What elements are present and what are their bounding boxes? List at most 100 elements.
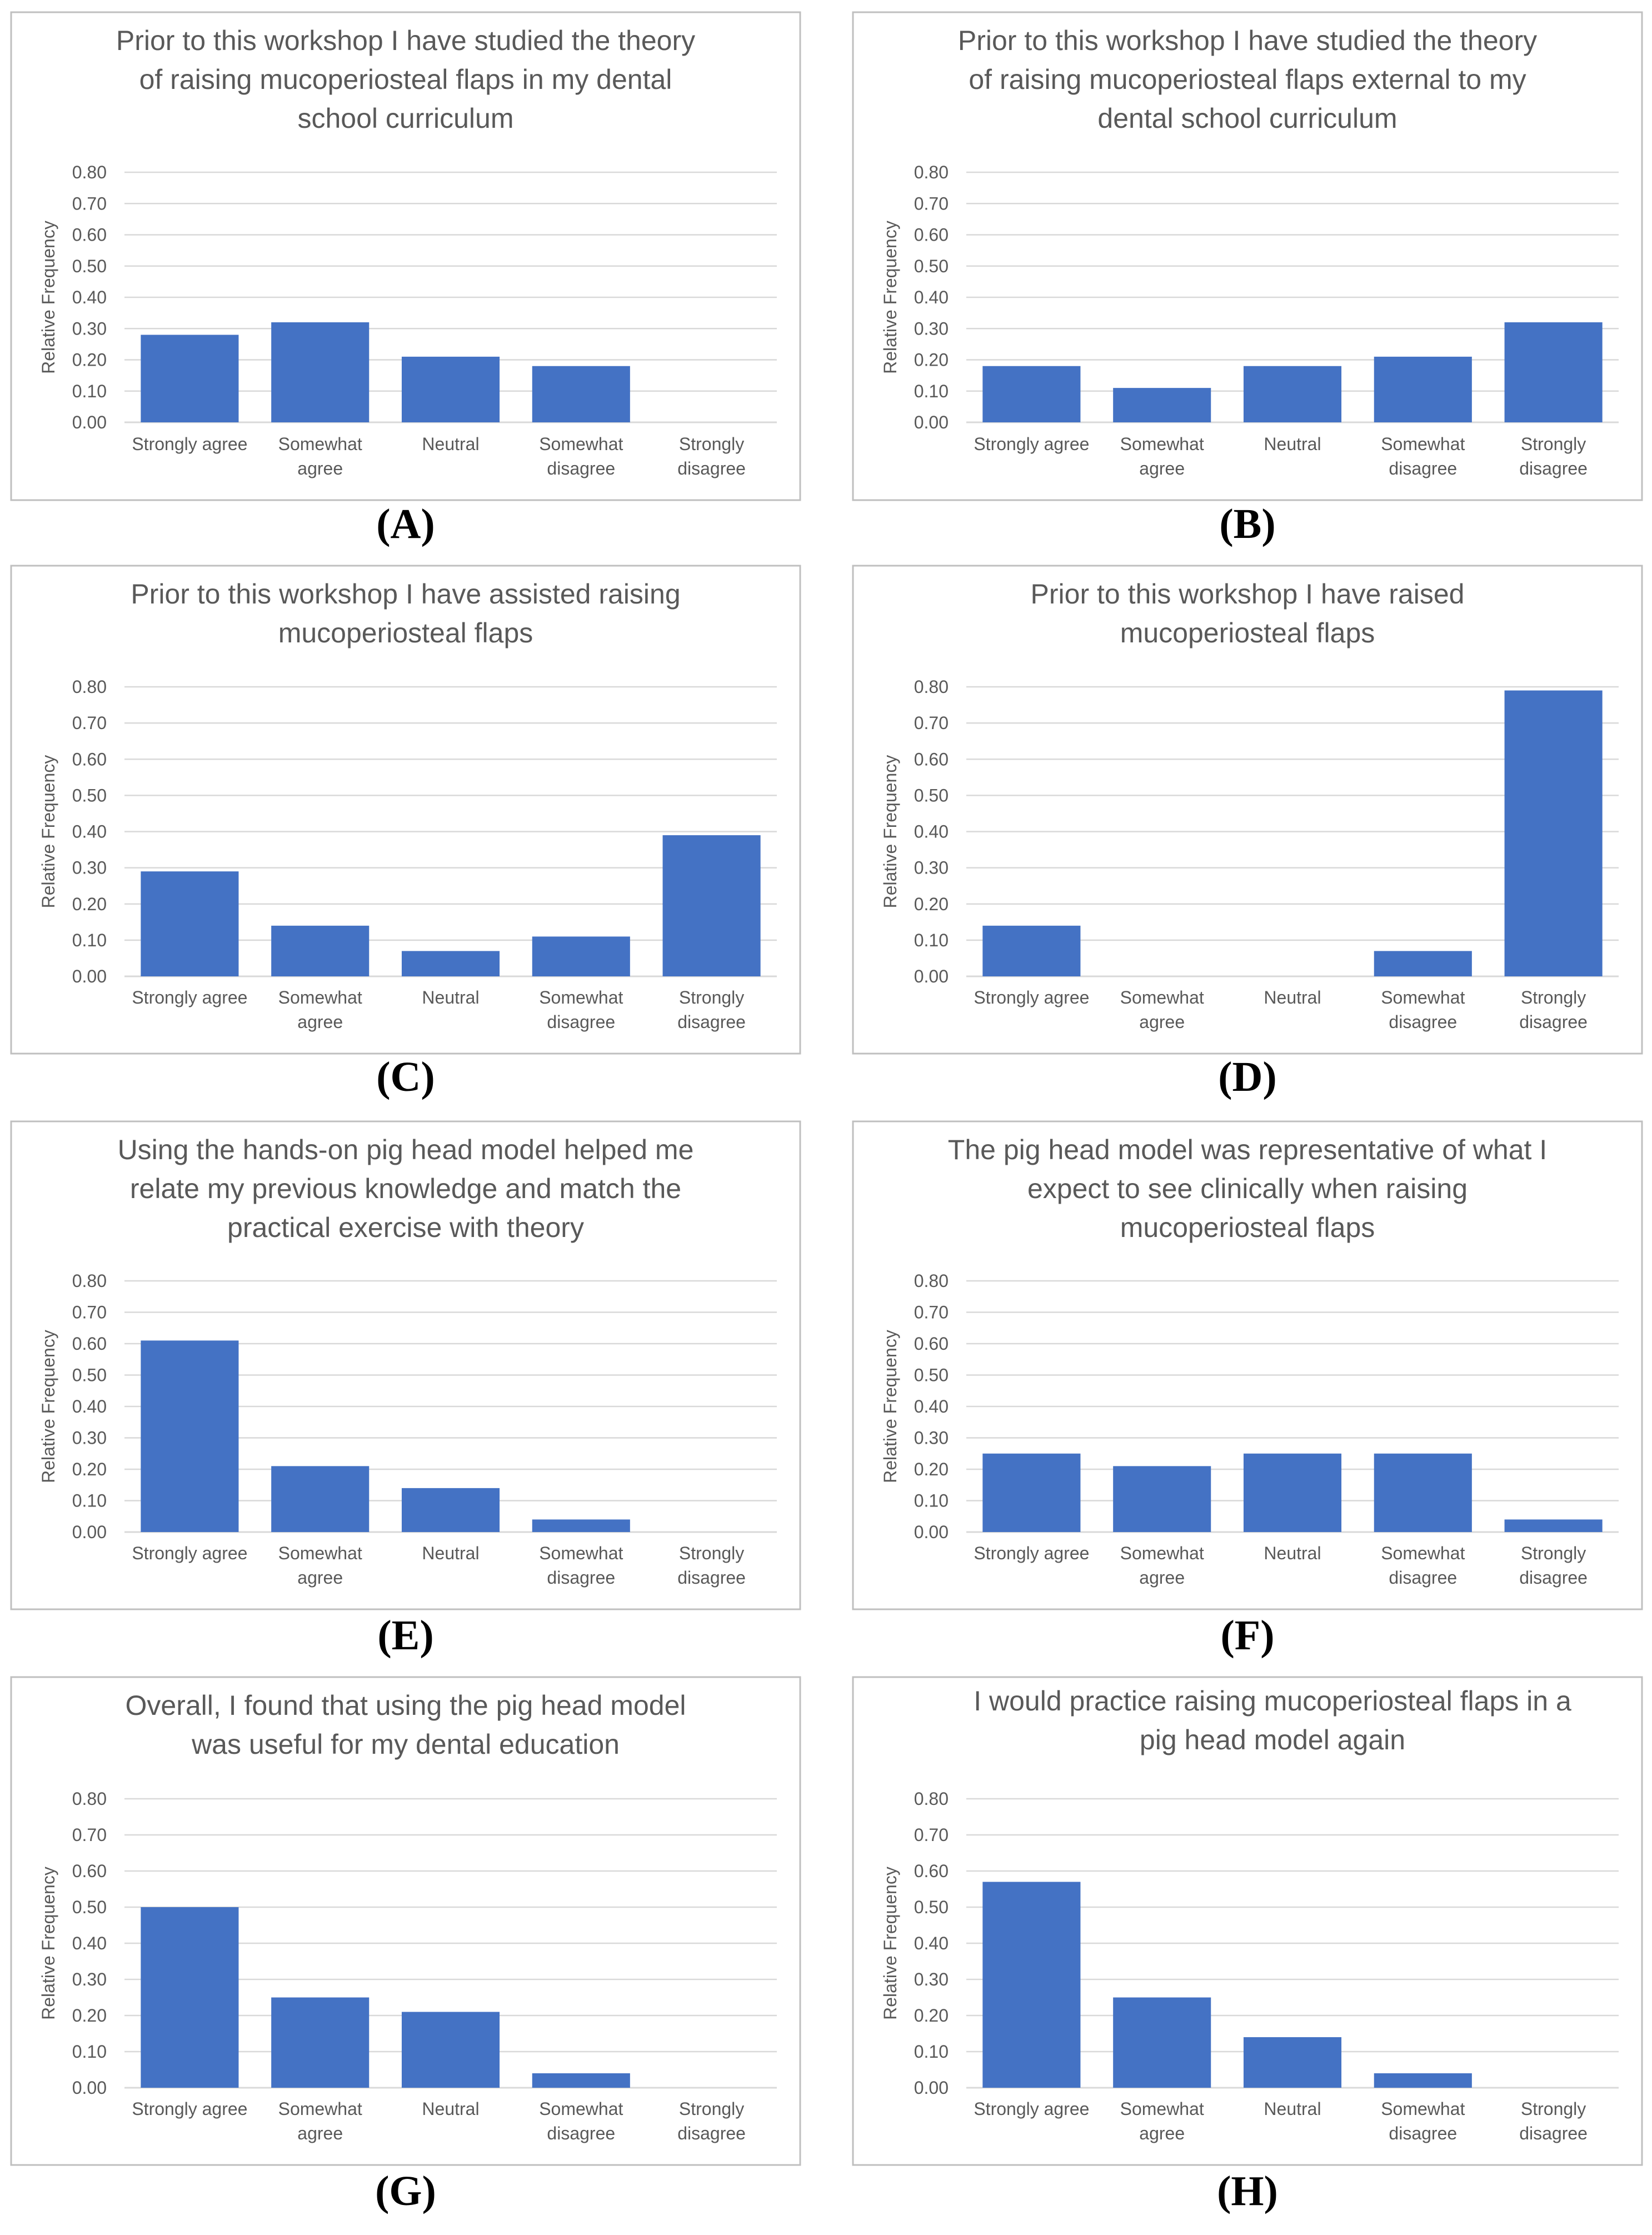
y-tick-label: 0.00 [914,2078,949,2098]
bar [1504,690,1603,976]
x-tick-label: disagree [1519,1568,1588,1588]
bar [532,936,630,976]
x-tick-label: Strongly agree [132,2099,247,2119]
y-tick-label: 0.80 [72,677,107,697]
y-tick-label: 0.10 [72,2042,107,2062]
y-tick-label: 0.30 [914,1969,949,1989]
chart-panel-e: Using the hands-on pig head model helped… [10,1120,801,1610]
chart-title-line: The pig head model was representative of… [948,1134,1547,1165]
y-tick-label: 0.70 [72,193,107,213]
y-tick-label: 0.20 [72,2005,107,2026]
chart-panel-c: Prior to this workshop I have assisted r… [10,565,801,1055]
x-tick-label: disagree [547,1568,615,1588]
chart-panel-g: Overall, I found that using the pig head… [10,1676,801,2166]
x-tick-label: Somewhat [1381,2099,1465,2119]
bar [141,335,239,422]
y-tick-label: 0.40 [914,287,949,307]
x-tick-label: Somewhat [1120,987,1204,1007]
y-tick-label: 0.60 [72,1861,107,1881]
bar [532,366,630,422]
chart-panel-d: Prior to this workshop I have raised muco… [852,565,1643,1055]
panel-letter-label: (E) [377,1612,433,1659]
x-tick-label: Neutral [1264,2099,1321,2119]
x-tick-label: Somewhat [278,434,362,454]
x-tick-label: disagree [547,1012,615,1032]
y-tick-label: 0.30 [72,318,107,338]
y-tick-label: 0.10 [914,381,949,401]
y-tick-label: 0.70 [914,1825,949,1845]
x-tick-label: Somewhat [1120,1543,1204,1563]
y-tick-label: 0.70 [914,713,949,733]
x-tick-label: Somewhat [1120,2099,1204,2119]
chart-title-line: Prior to this workshop I have raised [1031,578,1465,610]
y-tick-label: 0.70 [72,713,107,733]
y-tick-label: 0.40 [914,1933,949,1953]
y-tick-label: 0.10 [914,1491,949,1511]
x-tick-label: disagree [1389,458,1457,478]
x-tick-label: agree [1139,1012,1185,1032]
chart-title-line: of raising mucoperiosteal flaps external… [969,64,1526,95]
y-tick-label: 0.40 [914,822,949,842]
y-tick-label: 0.80 [914,1789,949,1809]
x-tick-label: Somewhat [539,1543,623,1563]
bar [532,2073,630,2088]
y-tick-label: 0.70 [72,1825,107,1845]
y-tick-label: 0.50 [72,785,107,805]
bar [141,1907,239,2088]
x-tick-label: Strongly agree [974,1543,1089,1563]
bar [401,1488,500,1532]
bar [1504,322,1603,422]
x-tick-label: Somewhat [539,987,623,1007]
bar [401,2012,500,2088]
chart-title-line: expect to see clinically when raising [1027,1173,1468,1204]
x-tick-label: Neutral [422,1543,479,1563]
bar [271,1997,370,2088]
y-tick-label: 0.60 [72,225,107,245]
y-tick-label: 0.70 [72,1303,107,1323]
x-tick-label: disagree [547,458,615,478]
chart-title-line: mucoperiosteal flaps [278,617,533,648]
bar [401,356,500,422]
bar [141,871,239,976]
chart-title-line: pig head model again [1140,1724,1405,1755]
bar [1374,1453,1472,1532]
x-tick-label: Strongly [1521,987,1586,1007]
chart-title-line: mucoperiosteal flaps [1120,1212,1375,1243]
x-tick-label: agree [297,1568,343,1588]
y-axis-label: Relative Frequency [880,755,900,909]
y-axis-label: Relative Frequency [38,221,58,374]
x-tick-label: Strongly agree [974,2099,1089,2119]
panel-letter-label: (G) [375,2168,436,2214]
y-tick-label: 0.20 [72,1459,107,1479]
bar [141,1340,239,1532]
y-tick-label: 0.50 [914,256,949,276]
x-tick-label: disagree [677,1012,746,1032]
bar [1243,1453,1342,1532]
x-tick-label: Somewhat [278,987,362,1007]
x-tick-label: Strongly [1521,2099,1586,2119]
x-tick-label: Strongly [679,434,744,454]
y-tick-label: 0.70 [914,1303,949,1323]
y-tick-label: 0.80 [914,1271,949,1291]
chart-title-line: I would practice raising mucoperiosteal … [974,1685,1571,1717]
y-tick-label: 0.20 [72,350,107,370]
x-tick-label: Neutral [1264,987,1321,1007]
x-tick-label: Somewhat [539,2099,623,2119]
bar [401,951,500,976]
chart-panel-h: I would practice raising mucoperiosteal … [852,1676,1643,2166]
y-tick-label: 0.20 [914,894,949,914]
chart-title-line: was useful for my dental education [191,1729,620,1760]
y-tick-label: 0.80 [914,162,949,182]
bar [1113,388,1211,422]
y-tick-label: 0.20 [72,894,107,914]
x-tick-label: disagree [677,1568,746,1588]
y-tick-label: 0.00 [914,412,949,432]
y-axis-label: Relative Frequency [880,1867,900,2020]
y-tick-label: 0.60 [72,749,107,769]
chart-title-line: practical exercise with theory [227,1212,584,1243]
x-tick-label: disagree [677,2123,746,2143]
y-tick-label: 0.40 [72,1933,107,1953]
y-tick-label: 0.40 [72,1396,107,1416]
chart-title-line: of raising mucoperiosteal flaps in my de… [139,64,672,95]
chart-title-line: Prior to this workshop I have studied th… [116,25,695,56]
